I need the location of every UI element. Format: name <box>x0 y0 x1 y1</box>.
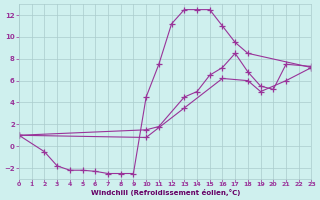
X-axis label: Windchill (Refroidissement éolien,°C): Windchill (Refroidissement éolien,°C) <box>91 189 240 196</box>
